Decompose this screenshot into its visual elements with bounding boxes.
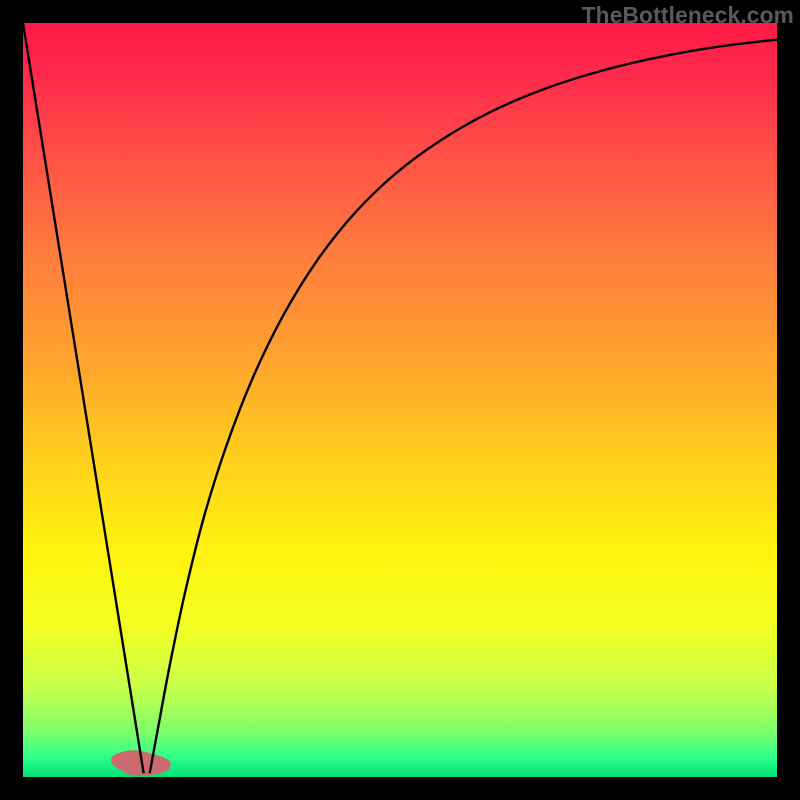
plot-area xyxy=(23,23,777,777)
chart-stage: TheBottleneck.com xyxy=(0,0,800,800)
watermark-text: TheBottleneck.com xyxy=(582,2,794,29)
bottleneck-chart-svg xyxy=(0,0,800,800)
